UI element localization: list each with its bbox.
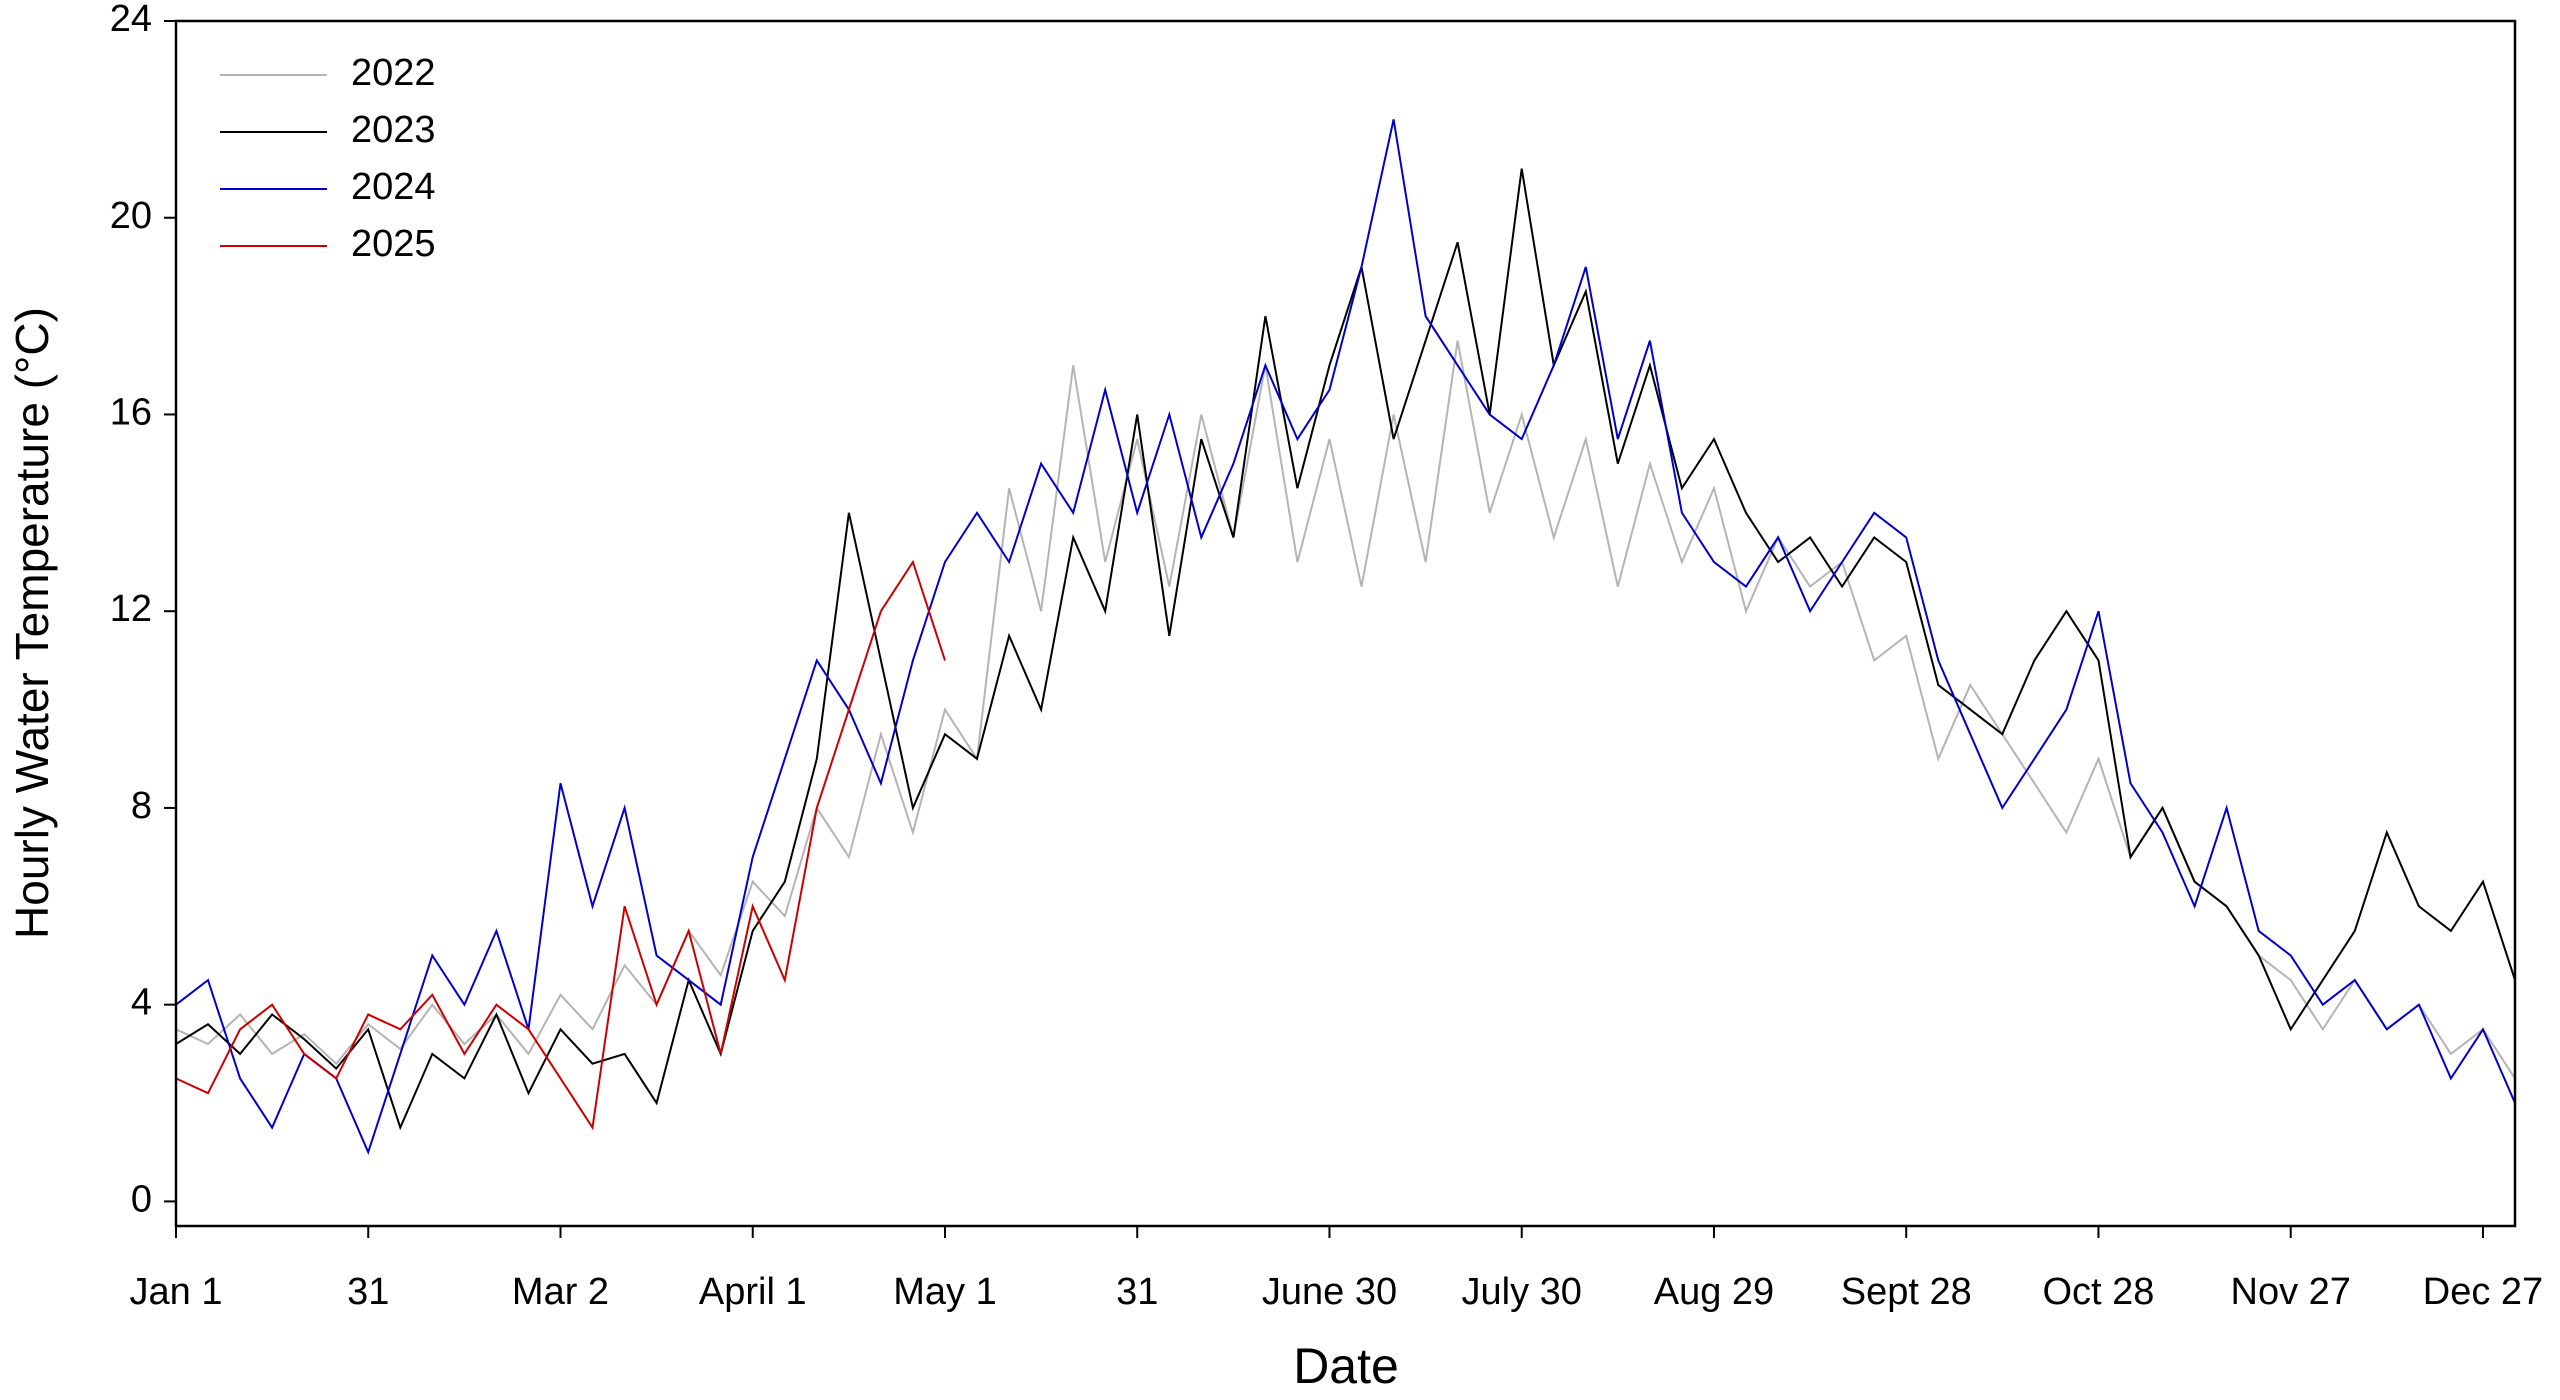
y-tick-label: 8: [131, 785, 152, 827]
x-tick-label: July 30: [1462, 1271, 1582, 1313]
x-tick-label: 31: [347, 1271, 389, 1313]
x-tick-label: Sept 28: [1841, 1271, 1972, 1313]
x-tick-label: Aug 29: [1654, 1271, 1774, 1313]
plot-frame: [174, 19, 2517, 1228]
series-line: [175, 119, 2516, 1156]
series-line: [175, 340, 2516, 1079]
x-tick-label: Mar 2: [512, 1271, 609, 1313]
y-tick-label: 12: [110, 588, 152, 630]
x-tick-label: Jan 1: [130, 1271, 223, 1313]
x-axis-label: Date: [1293, 1338, 1399, 1394]
y-tick-label: 4: [131, 982, 152, 1024]
y-tick-label: 0: [131, 1178, 152, 1220]
legend-label: 2025: [351, 223, 436, 265]
series-line: [175, 168, 2516, 1131]
y-tick-label: 24: [110, 0, 152, 40]
x-tick-label: May 1: [893, 1271, 996, 1313]
legend-label: 2022: [351, 52, 436, 94]
x-tick-label: Dec 27: [2423, 1271, 2543, 1313]
y-tick-label: 16: [110, 392, 152, 434]
legend-label: 2023: [351, 109, 436, 151]
y-tick-label: 20: [110, 195, 152, 237]
y-axis-label: Hourly Water Temperature (°C): [6, 307, 58, 939]
x-tick-label: June 30: [1262, 1271, 1397, 1313]
x-tick-label: April 1: [699, 1271, 807, 1313]
legend-label: 2024: [351, 166, 436, 208]
x-tick-label: Oct 28: [2042, 1271, 2154, 1313]
x-tick-label: 31: [1116, 1271, 1158, 1313]
x-tick-label: Nov 27: [2231, 1271, 2351, 1313]
series-line: [175, 559, 946, 1131]
